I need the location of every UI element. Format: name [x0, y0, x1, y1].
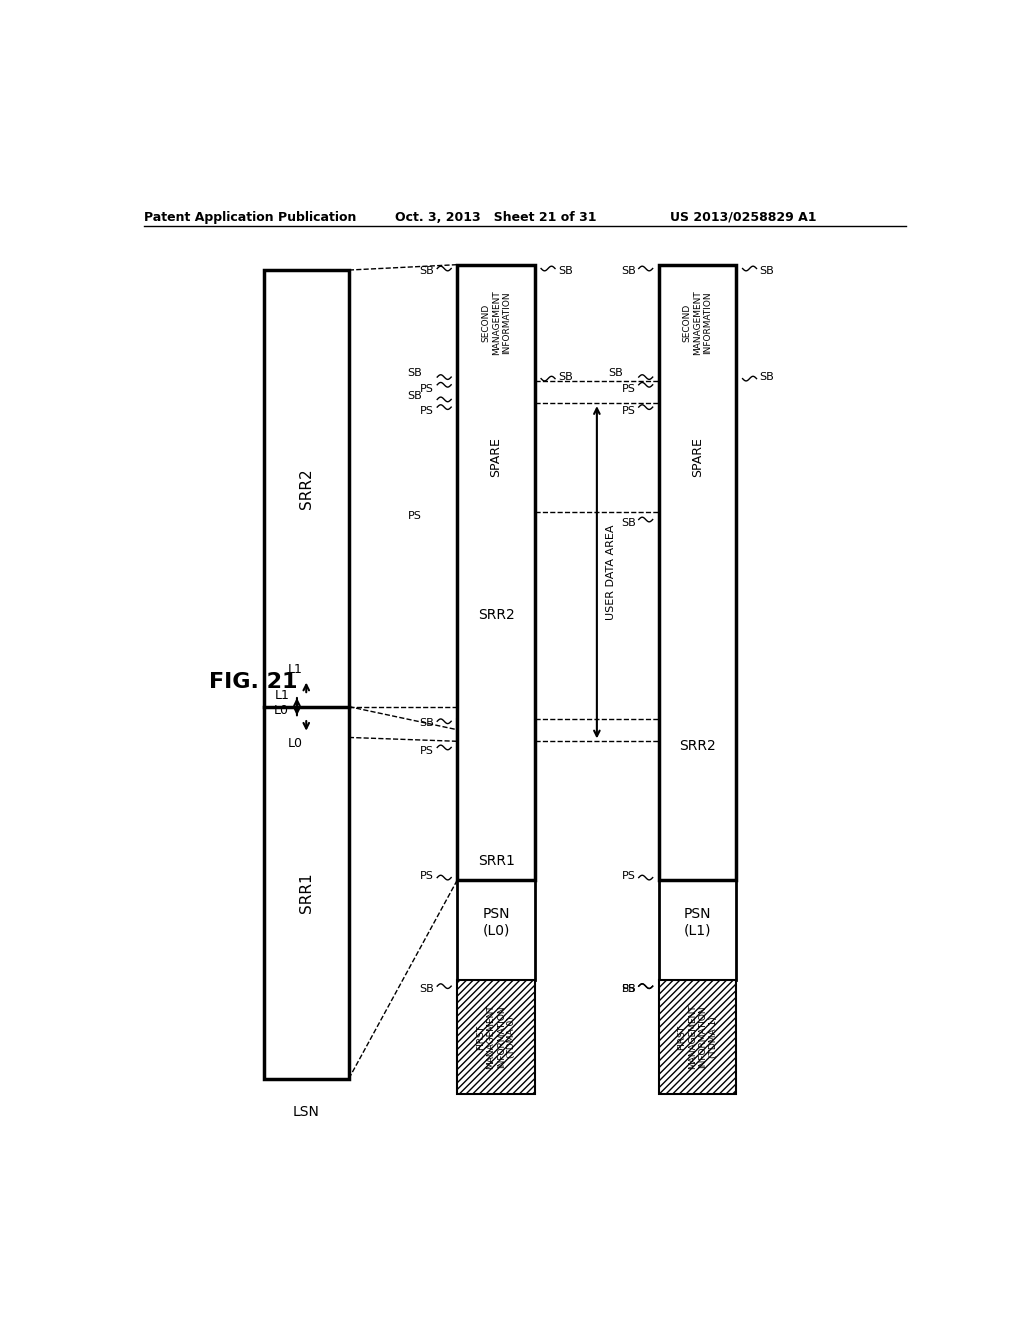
Text: SB: SB: [420, 718, 434, 727]
Text: LSN: LSN: [293, 1106, 319, 1119]
Text: SPARE: SPARE: [691, 438, 705, 478]
Text: SB: SB: [608, 368, 624, 379]
Text: SB: SB: [760, 372, 774, 381]
Bar: [458, 404, 535, 512]
Text: SB: SB: [407, 391, 422, 400]
Text: SRR2: SRR2: [478, 609, 514, 623]
Bar: [658, 512, 736, 979]
Text: SB: SB: [621, 265, 636, 276]
Text: USER DATA AREA: USER DATA AREA: [606, 524, 616, 620]
Bar: [658, 264, 736, 880]
Text: FIRST
MANAGEMENT
INFORMATION
(TDMA 1): FIRST MANAGEMENT INFORMATION (TDMA 1): [678, 1005, 718, 1069]
Text: FIG. 21: FIG. 21: [209, 672, 298, 692]
Bar: [658, 381, 736, 404]
Text: PS: PS: [622, 407, 636, 416]
Bar: [658, 264, 736, 381]
Bar: [458, 719, 535, 742]
Text: L0: L0: [288, 738, 302, 751]
Text: L0: L0: [274, 704, 289, 717]
Bar: [458, 381, 535, 404]
Bar: [263, 271, 349, 1078]
Text: US 2013/0258829 A1: US 2013/0258829 A1: [671, 211, 817, 224]
Text: L1: L1: [274, 689, 289, 702]
Text: PS: PS: [622, 871, 636, 880]
Text: SB: SB: [621, 519, 636, 528]
Text: PS: PS: [408, 511, 422, 520]
Text: SB: SB: [621, 985, 636, 994]
Text: SB: SB: [407, 368, 422, 379]
Bar: [458, 264, 535, 381]
Text: SRR2: SRR2: [679, 739, 716, 752]
Bar: [458, 264, 535, 880]
Text: PSN
(L0): PSN (L0): [482, 907, 510, 937]
Text: SRR1: SRR1: [299, 873, 313, 913]
Text: PS: PS: [622, 985, 636, 994]
Bar: [658, 979, 736, 1094]
Text: L1: L1: [288, 663, 302, 676]
Text: SB: SB: [558, 265, 572, 276]
Text: SPARE: SPARE: [489, 438, 503, 478]
Text: PS: PS: [420, 407, 434, 416]
Text: SB: SB: [760, 265, 774, 276]
Bar: [458, 512, 535, 719]
Text: PS: PS: [420, 746, 434, 755]
Text: SB: SB: [420, 985, 434, 994]
Bar: [658, 404, 736, 512]
Bar: [458, 979, 535, 1094]
Text: FIRST
MANAGEMENT
INFORMATION
(TDMA 0): FIRST MANAGEMENT INFORMATION (TDMA 0): [476, 1005, 516, 1069]
Text: PSN
(L1): PSN (L1): [684, 907, 712, 937]
Text: SRR1: SRR1: [477, 854, 515, 867]
Text: SECOND
MANAGEMENT
INFORMATION: SECOND MANAGEMENT INFORMATION: [683, 290, 713, 355]
Bar: [458, 742, 535, 979]
Text: PS: PS: [622, 384, 636, 393]
Text: SECOND
MANAGEMENT
INFORMATION: SECOND MANAGEMENT INFORMATION: [481, 290, 511, 355]
Text: Oct. 3, 2013   Sheet 21 of 31: Oct. 3, 2013 Sheet 21 of 31: [395, 211, 597, 224]
Text: Patent Application Publication: Patent Application Publication: [143, 211, 356, 224]
Text: SB: SB: [420, 265, 434, 276]
Text: PS: PS: [420, 871, 434, 880]
Text: SB: SB: [558, 372, 572, 381]
Text: SRR2: SRR2: [299, 469, 313, 508]
Text: PS: PS: [420, 384, 434, 393]
